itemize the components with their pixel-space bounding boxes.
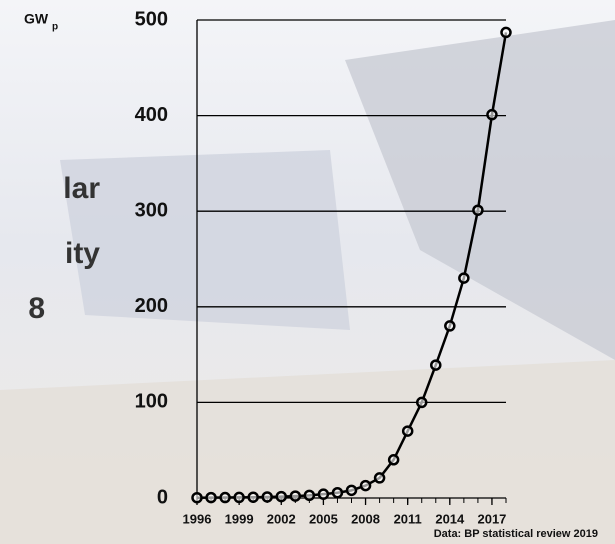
x-tick-label: 1996: [183, 511, 212, 526]
x-tick-label: 2008: [351, 511, 380, 526]
x-tick-label: 1999: [225, 511, 254, 526]
data-point: [472, 204, 484, 216]
data-point: [458, 272, 470, 284]
y-tick-label: 200: [135, 295, 168, 317]
data-point: [331, 486, 344, 499]
data-point: [486, 108, 498, 121]
x-tick-label: 2005: [309, 511, 338, 526]
data-point: [387, 454, 400, 466]
data-point: [345, 484, 358, 497]
data-point: [359, 479, 372, 492]
title-fragment: lar: [63, 172, 100, 205]
y-tick-label: 100: [135, 391, 168, 413]
data-point: [247, 491, 259, 503]
title-fragment: 8: [28, 292, 45, 325]
data-point: [261, 491, 273, 503]
ground-decoration: [0, 360, 615, 544]
data-point: [191, 491, 203, 504]
data-point: [500, 26, 512, 39]
data-point: [430, 359, 442, 371]
title-fragment: ity: [65, 237, 100, 270]
data-point: [275, 490, 288, 503]
data-point: [444, 320, 456, 332]
data-point: [401, 425, 414, 437]
plot-area: 0 100 200 300 400 500 1996 1999 2002 2005 2008 2011…: [135, 8, 512, 526]
y-tick-label: 0: [157, 486, 168, 508]
panel-decoration: [60, 150, 350, 330]
x-tick-label: 2011: [394, 511, 422, 526]
x-tick-label: 2002: [267, 511, 296, 526]
data-point: [317, 488, 330, 500]
data-point: [303, 489, 316, 502]
data-point: [205, 491, 217, 504]
y-unit-subscript: p: [52, 22, 58, 33]
x-tick-label: 2017: [477, 511, 506, 526]
data-point: [219, 491, 231, 504]
y-tick-label: 400: [135, 104, 168, 126]
data-point: [233, 491, 245, 504]
x-tick-label: 2014: [435, 511, 465, 526]
y-tick-label: 500: [135, 8, 168, 30]
y-tick-label: 300: [135, 199, 168, 221]
source-note: Data: BP statistical review 2019: [434, 528, 598, 540]
data-point: [415, 396, 428, 409]
data-point: [373, 472, 386, 484]
y-unit: GW: [24, 11, 49, 27]
data-point: [289, 490, 302, 502]
